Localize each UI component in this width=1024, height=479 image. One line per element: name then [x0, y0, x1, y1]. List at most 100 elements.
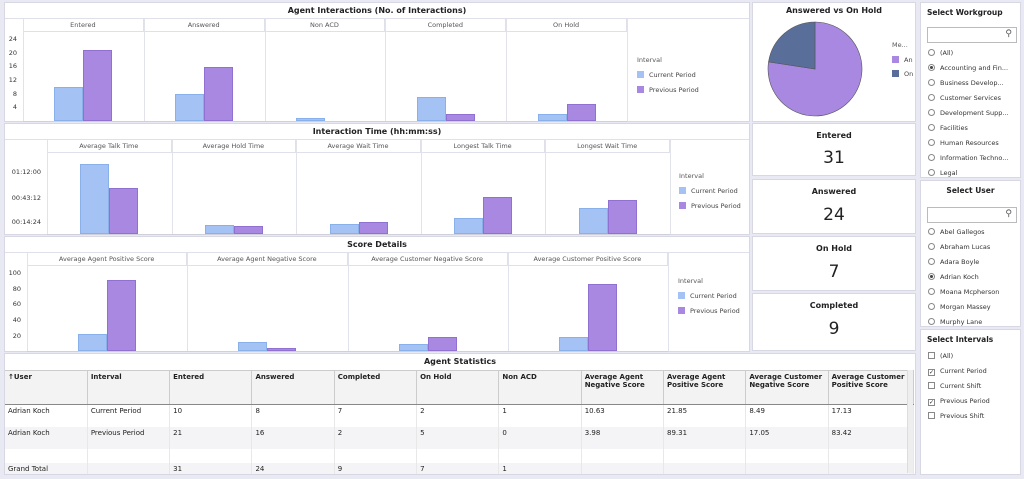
filter-option[interactable]: Business Develop...: [928, 79, 1004, 87]
table-cell: 21: [169, 426, 253, 449]
kpi-label: Entered: [816, 131, 852, 140]
legend-label: Current Period: [649, 71, 696, 79]
filter-option[interactable]: Accounting and Fin...: [928, 64, 1008, 72]
workgroup-search-input[interactable]: ⚲: [927, 27, 1017, 43]
previous-period-bar[interactable]: [109, 188, 139, 234]
y-tick-label: 60: [12, 300, 21, 308]
column-header[interactable]: Average Agent Negative Score: [581, 370, 665, 405]
column-header[interactable]: On Hold: [416, 370, 500, 405]
column-header[interactable]: Average Agent Positive Score: [663, 370, 747, 405]
column-header[interactable]: Entered: [169, 370, 253, 405]
y-tick-label: 20: [8, 49, 17, 57]
filter-option[interactable]: Facilities: [928, 124, 968, 132]
previous-period-bar[interactable]: [483, 197, 513, 234]
kpi-completed: Completed 9: [752, 293, 916, 351]
table-cell: 83.42: [828, 426, 915, 449]
current-period-bar[interactable]: [238, 342, 268, 351]
current-period-bar[interactable]: [537, 114, 567, 121]
previous-period-bar[interactable]: [267, 347, 297, 351]
filter-option[interactable]: Legal: [928, 169, 957, 177]
filter-option-label: Facilities: [940, 124, 968, 132]
filter-option[interactable]: Murphy Lane: [928, 318, 982, 326]
radio-button: [928, 49, 935, 56]
filter-option[interactable]: (All): [928, 352, 953, 360]
previous-period-bar[interactable]: [204, 66, 234, 121]
current-period-bar[interactable]: [204, 225, 234, 234]
column-header: Average Talk Time: [47, 140, 172, 153]
pie-legend-label: An: [904, 56, 913, 64]
score-details-chart[interactable]: Average Agent Positive Score Average Agen…: [5, 253, 751, 353]
filter-option[interactable]: ✓ Current Period: [928, 367, 987, 376]
current-period-bar[interactable]: [398, 344, 428, 351]
filter-option[interactable]: ✓ Previous Period: [928, 397, 990, 406]
filter-option[interactable]: (All): [928, 49, 953, 57]
filter-option[interactable]: Moana Mcpherson: [928, 288, 999, 296]
previous-period-bar[interactable]: [233, 226, 263, 234]
column-header[interactable]: Average Customer Negative Score: [745, 370, 829, 405]
filter-option[interactable]: Adara Boyle: [928, 258, 979, 266]
column-header[interactable]: ↑User: [5, 370, 88, 405]
legend-swatch: [679, 187, 686, 194]
filter-option[interactable]: Previous Shift: [928, 412, 984, 420]
filter-option[interactable]: Abel Gallegos: [928, 228, 985, 236]
current-period-bar[interactable]: [416, 97, 446, 121]
pie-chart[interactable]: [767, 21, 863, 117]
current-period-bar[interactable]: [296, 117, 325, 121]
current-period-bar[interactable]: [54, 87, 84, 121]
filter-option[interactable]: Development Supp...: [928, 109, 1009, 117]
current-period-bar[interactable]: [454, 218, 484, 234]
current-period-bar[interactable]: [578, 207, 608, 234]
user-filter-title: Select User: [946, 186, 995, 195]
legend-swatch: [678, 307, 685, 314]
column-header[interactable]: Answered: [251, 370, 335, 405]
column-divider: [171, 140, 173, 234]
user-search-input[interactable]: ⚲: [927, 207, 1017, 223]
filter-option-label: Abel Gallegos: [940, 228, 985, 236]
pie-slice-onhold[interactable]: [768, 21, 816, 70]
column-divider: [187, 253, 189, 351]
filter-option[interactable]: Customer Services: [928, 94, 1001, 102]
agent-statistics-title: Agent Statistics: [423, 357, 497, 366]
previous-period-bar[interactable]: [83, 49, 113, 121]
kpi-answered: Answered 24: [752, 179, 916, 234]
filter-option-label: Murphy Lane: [940, 318, 983, 326]
radio-button: [928, 258, 935, 265]
table-scrollbar[interactable]: [907, 370, 913, 473]
column-header[interactable]: Non ACD: [498, 370, 582, 405]
current-period-bar[interactable]: [558, 337, 588, 351]
radio-button: [928, 303, 935, 310]
current-period-bar[interactable]: [175, 93, 205, 121]
previous-period-bar[interactable]: [107, 279, 137, 351]
column-header[interactable]: Interval: [87, 370, 171, 405]
filter-option[interactable]: Information Techno...: [928, 154, 1008, 162]
table-cell: 9: [334, 462, 418, 474]
y-tick-label: 00:43:12: [11, 194, 41, 202]
interaction-time-chart[interactable]: Average Talk Time Average Hold Time Averag…: [5, 140, 751, 236]
previous-period-bar[interactable]: [566, 104, 596, 121]
filter-option[interactable]: Human Resources: [928, 139, 999, 147]
pie-legend-onhold: On: [892, 70, 913, 78]
filter-option[interactable]: Morgan Massey: [928, 303, 991, 311]
previous-period-bar[interactable]: [358, 222, 388, 234]
filter-option-label: (All): [940, 49, 954, 57]
previous-period-bar[interactable]: [607, 199, 637, 234]
table-cell: [745, 448, 829, 463]
filter-option[interactable]: Abraham Lucas: [928, 243, 990, 251]
column-header[interactable]: Completed: [334, 370, 418, 405]
previous-period-bar[interactable]: [445, 114, 475, 121]
y-tick-label: 4: [12, 103, 17, 111]
current-period-bar[interactable]: [78, 333, 108, 351]
kpi-value: 24: [823, 205, 845, 225]
filter-option[interactable]: Current Shift: [928, 382, 981, 390]
current-period-bar[interactable]: [329, 224, 359, 234]
column-header[interactable]: Average Customer Positive Score: [828, 370, 915, 405]
filter-option[interactable]: Adrian Koch: [928, 273, 979, 281]
agent-interactions-chart[interactable]: Entered Answered Non ACD Completed On Hold 24…: [5, 19, 751, 123]
column-divider: [264, 19, 266, 121]
filter-option-label: Current Shift: [940, 382, 982, 390]
legend-item: Previous Period: [637, 86, 699, 94]
checkbox: [928, 352, 935, 359]
previous-period-bar[interactable]: [587, 284, 617, 351]
current-period-bar[interactable]: [80, 163, 110, 234]
previous-period-bar[interactable]: [427, 337, 457, 351]
